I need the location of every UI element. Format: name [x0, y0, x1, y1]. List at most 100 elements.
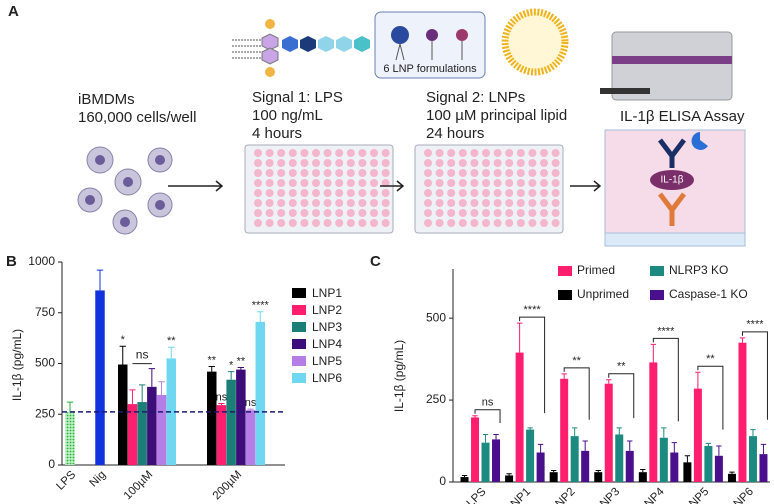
error-bar [572, 427, 578, 437]
well [254, 219, 262, 227]
well [346, 149, 355, 157]
legend-label: NLRP3 KO [669, 263, 728, 277]
well [265, 179, 274, 187]
signal2-title: Signal 2: LNPs [426, 89, 525, 106]
well [288, 209, 297, 217]
well [381, 149, 390, 157]
well [505, 189, 514, 197]
well [435, 159, 444, 167]
well [358, 149, 367, 157]
well [370, 209, 378, 217]
well [435, 219, 444, 227]
bar [727, 473, 736, 482]
panel-label: C [370, 253, 381, 270]
legend-label: Unprimed [577, 287, 629, 301]
bar [625, 450, 634, 482]
well [551, 219, 560, 227]
cells [77, 146, 173, 235]
well [346, 199, 355, 207]
well [516, 199, 525, 207]
well [493, 199, 502, 207]
well [254, 189, 262, 197]
bar [659, 437, 668, 482]
well [458, 179, 467, 187]
analyte [650, 170, 694, 190]
well [505, 209, 514, 217]
error-bar [218, 402, 225, 406]
bar [147, 386, 157, 465]
error-bar [695, 371, 701, 389]
bar [615, 434, 624, 482]
well [458, 149, 467, 157]
well [300, 169, 309, 177]
well [254, 149, 262, 157]
well [358, 209, 367, 217]
well [435, 199, 444, 207]
legend-swatch [292, 288, 306, 298]
legend-swatch [292, 339, 306, 349]
well [381, 209, 390, 217]
well [312, 159, 320, 167]
signal2-line: 24 hours [426, 125, 484, 142]
error-bar [661, 427, 667, 438]
bar [95, 290, 105, 465]
well [323, 209, 332, 217]
y-tick-label: 500 [35, 356, 55, 370]
signal2-line: 100 µM principal lipid [426, 107, 567, 124]
error-bar [537, 443, 544, 453]
error-bar [705, 442, 712, 446]
bar [137, 402, 147, 465]
y-tick-label: 0 [439, 474, 446, 488]
bracket [563, 367, 590, 420]
well [370, 169, 378, 177]
well [335, 199, 344, 207]
antibody [658, 138, 686, 168]
well [370, 219, 378, 227]
well [458, 219, 467, 227]
y-tick-label: 750 [35, 305, 55, 319]
lps-molecule [232, 19, 370, 77]
well [381, 189, 390, 197]
well [254, 169, 262, 177]
elisa-reader [600, 31, 733, 101]
well [335, 159, 344, 167]
well [277, 209, 286, 217]
well [312, 189, 320, 197]
significance: **** [746, 319, 764, 331]
well [300, 199, 309, 207]
well [528, 189, 537, 197]
error-bar [684, 455, 691, 463]
well [458, 209, 467, 217]
error-bar [158, 381, 165, 395]
well [265, 219, 274, 227]
error-bar [516, 322, 523, 353]
error-bar [227, 371, 235, 380]
error-bar [138, 384, 146, 403]
bar [604, 383, 613, 482]
well [528, 219, 537, 227]
bracket [697, 365, 724, 430]
well [424, 149, 432, 157]
well [482, 149, 490, 157]
well [505, 199, 514, 207]
bar [245, 410, 256, 465]
well [288, 149, 297, 157]
well [482, 159, 490, 167]
well [312, 209, 320, 217]
error-bar [551, 470, 557, 473]
well [277, 149, 286, 157]
well [516, 169, 525, 177]
well [346, 189, 355, 197]
error-bar [66, 401, 74, 413]
well [470, 219, 479, 227]
bar [226, 379, 236, 465]
bar [460, 477, 469, 482]
well [540, 169, 548, 177]
significance: ** [237, 355, 246, 367]
well [540, 149, 548, 157]
well [540, 159, 548, 167]
well [358, 199, 367, 207]
well [505, 149, 514, 157]
error-bar [527, 427, 533, 430]
significance: **** [524, 304, 542, 316]
